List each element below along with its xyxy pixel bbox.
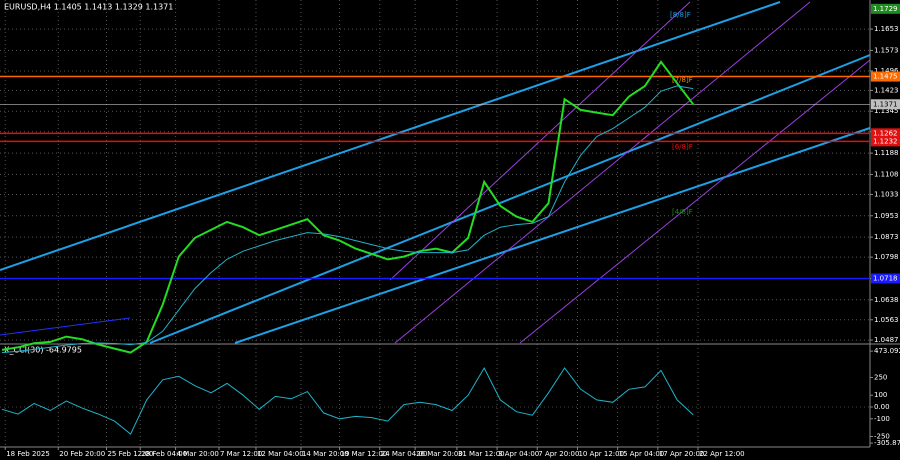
price-tag — [871, 128, 900, 139]
x-tick-label: 7 Mar 12:00 — [220, 450, 262, 458]
y-tick-label: 1.1345 — [874, 107, 899, 115]
y-tick-label: 1.0563 — [874, 316, 899, 324]
y-tick-label: 1.1573 — [874, 46, 899, 54]
price-tag — [871, 136, 900, 147]
x-tick-label: 14 Mar 20:00 — [302, 450, 349, 458]
price-tag — [871, 99, 900, 110]
price-tag — [871, 3, 900, 14]
trend-line — [149, 54, 871, 344]
trend-line — [0, 317, 131, 336]
x-tick-label: 26 Mar 20:00 — [416, 450, 463, 458]
murray-label: [4/8]F — [672, 208, 693, 216]
y-tick-label: 473.0924 — [874, 347, 900, 355]
price-tag-label: 1.0718 — [873, 274, 898, 282]
channel-line — [394, 1, 811, 344]
channel-line — [519, 59, 871, 344]
price-tag — [871, 273, 900, 284]
y-tick-label: -100 — [874, 415, 890, 423]
price-tag-label: 1.1475 — [873, 73, 898, 81]
murray-label: [7/8]F — [672, 76, 693, 84]
x-tick-label: 3 Apr 04:00 — [498, 450, 539, 458]
price-tag-label: 1.1729 — [873, 5, 898, 13]
x-tick-label: 18 Feb 2025 — [6, 450, 50, 458]
x-tick-label: 4 Mar 20:00 — [177, 450, 219, 458]
chart-title: EURUSD,H4 1.1405 1.1413 1.1329 1.1371 — [4, 3, 173, 12]
trend-line — [234, 127, 871, 344]
x-tick-label: 22 Apr 12:00 — [699, 450, 745, 458]
y-tick-label: 1.1033 — [874, 190, 899, 198]
y-tick-label: 1.1423 — [874, 86, 899, 94]
y-tick-label: 0.00 — [874, 403, 890, 411]
y-tick-label: 1.0798 — [874, 253, 899, 261]
x-tick-label: 7 Apr 20:00 — [538, 450, 579, 458]
x-tick-label: 24 Mar 04:00 — [381, 450, 428, 458]
y-tick-label: 1.1496 — [874, 67, 899, 75]
y-tick-label: 1.1188 — [874, 149, 899, 157]
price-tag-label: 1.1262 — [873, 129, 898, 137]
murray-label: [8/8]F — [670, 11, 691, 19]
series-line — [1, 85, 694, 354]
price-tag-label: 1.1371 — [873, 100, 898, 108]
price-tag — [871, 71, 900, 82]
x-tick-label: 19 Mar 12:00 — [341, 450, 388, 458]
indicator-title: X_CCI(30) -64.9795 — [4, 346, 82, 355]
x-tick-label: 10 Apr 12:00 — [578, 450, 624, 458]
y-tick-label: 1.1653 — [874, 25, 899, 33]
x-tick-label: 31 Mar 12:00 — [458, 450, 505, 458]
y-tick-label: -250 — [874, 432, 890, 440]
x-tick-label: 20 Feb 20:00 — [59, 450, 105, 458]
x-tick-label: 12 Mar 04:00 — [257, 450, 304, 458]
y-tick-label: 1.0638 — [874, 296, 899, 304]
y-tick-label: 1.1108 — [874, 170, 899, 178]
y-tick-label: 100 — [874, 391, 887, 399]
x-tick-label: 15 Apr 04:00 — [619, 450, 665, 458]
series-line — [1, 60, 694, 354]
price-tag-label: 1.1232 — [873, 137, 898, 145]
y-tick-label: 1.0953 — [874, 212, 899, 220]
x-tick-label: 17 Apr 20:00 — [659, 450, 705, 458]
y-tick-label: -305.879 — [874, 439, 900, 447]
x-tick-label: 25 Feb 12:00 — [107, 450, 153, 458]
murray-label: [6/8]F — [672, 143, 693, 151]
trend-line — [0, 1, 781, 271]
y-tick-label: 250 — [874, 373, 887, 381]
y-tick-label: 1.0873 — [874, 233, 899, 241]
series-line — [1, 366, 694, 435]
y-tick-label: 1.0487 — [874, 336, 899, 344]
x-tick-label: 28 Feb 04:00 — [141, 450, 187, 458]
